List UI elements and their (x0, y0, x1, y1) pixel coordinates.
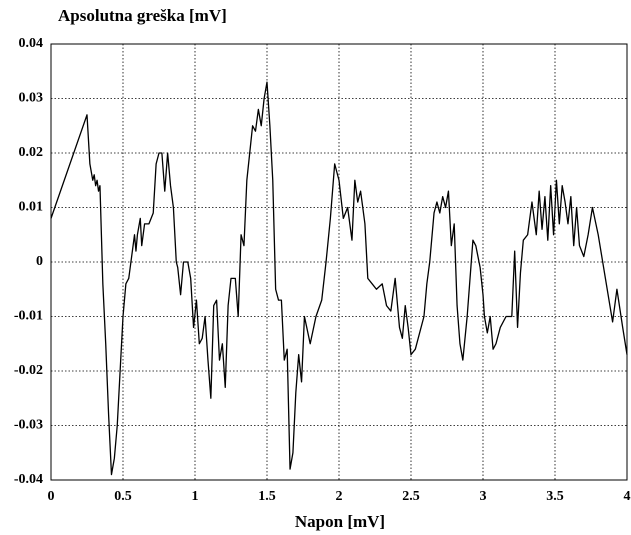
x-tick-label: 4 (624, 489, 631, 504)
y-tick-label: 0.03 (19, 91, 44, 106)
y-tick-label: -0.01 (14, 309, 43, 324)
x-tick-label: 1.5 (258, 489, 276, 504)
x-tick-label: 3 (480, 489, 487, 504)
x-axis-label: Napon [mV] (295, 512, 385, 531)
x-tick-label: 0 (48, 489, 55, 504)
x-tick-label: 2 (336, 489, 343, 504)
y-tick-label: 0.04 (19, 36, 44, 51)
chart-title: Apsolutna greška [mV] (58, 6, 227, 25)
x-tick-label: 2.5 (402, 489, 420, 504)
data-line (50, 81, 628, 476)
y-tick-label: 0.01 (19, 200, 44, 215)
x-tick-label: 3.5 (546, 489, 564, 504)
x-tick-label: 1 (192, 489, 199, 504)
x-tick-label: 0.5 (114, 489, 132, 504)
y-tick-label: -0.02 (14, 363, 43, 378)
plot-frame (50, 43, 628, 481)
y-tick-label: -0.03 (14, 418, 43, 433)
y-tick-label: -0.04 (14, 472, 43, 487)
y-tick-label: 0.02 (19, 145, 44, 160)
y-tick-label: 0 (36, 254, 43, 269)
